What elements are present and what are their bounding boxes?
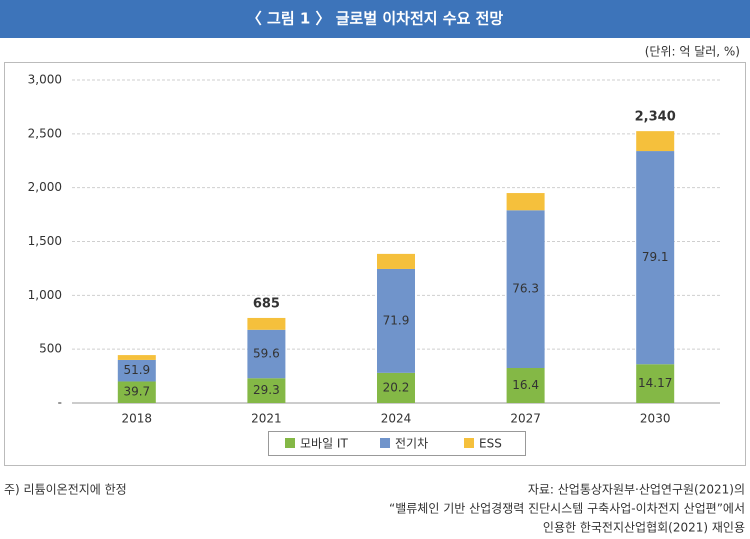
total-label: 685 [253,296,280,311]
legend-swatch [464,438,474,448]
footnote: 주) 리튬이온전지에 한정 [4,483,127,497]
legend-swatch [285,438,295,448]
segment-label: 51.9 [123,363,150,377]
y-tick-label: - [58,396,62,410]
segment-label: 20.2 [383,380,410,394]
bar-segment [636,151,675,365]
bar-segment [636,364,675,403]
y-tick-label: 1,500 [28,234,62,248]
y-tick-label: 1,000 [28,288,62,302]
bar-segment [506,210,545,369]
segment-label: 39.7 [123,385,150,399]
unit-note: (단위: 억 달러, %) [645,45,740,59]
legend-label: 모바일 IT [300,437,348,451]
x-tick-label: 2024 [381,412,412,426]
header-title: 〈 그림 1 〉 글로벌 이차전지 수요 전망 [247,10,504,28]
legend-swatch [380,438,390,448]
bar-segment [506,193,545,211]
bar-segment [247,329,286,379]
x-tick-label: 2027 [510,412,541,426]
bar-segment [636,131,675,152]
y-tick-label: 500 [39,342,62,356]
bar-segment [247,317,286,330]
bar-segment [377,372,415,403]
segment-label: 59.6 [253,347,280,361]
segment-label: 79.1 [642,250,669,264]
header-bar [0,0,750,38]
x-tick-label: 2018 [122,412,153,426]
y-tick-label: 2,000 [28,180,62,194]
x-tick-label: 2021 [251,412,282,426]
legend-label: ESS [479,437,502,451]
source-line: 자료: 산업통상자원부·산업연구원(2021)의 [528,483,745,497]
bar-segment [117,359,156,382]
segment-label: 71.9 [383,313,410,327]
segment-label: 16.4 [512,378,539,392]
x-tick-label: 2030 [640,412,671,426]
legend-label: 전기차 [395,437,428,451]
bar-segment [377,268,415,373]
bar-segment [117,381,156,403]
y-tick-label: 2,500 [28,126,62,140]
source-line: “밸류체인 기반 산업경쟁력 진단시스템 구축사업-이차전지 산업편”에서 [389,502,745,516]
source-line: 인용한 한국전지산업협회(2021) 재인용 [543,521,745,535]
bar-segment [506,368,545,403]
segment-label: 14.17 [638,376,672,390]
segment-label: 29.3 [253,383,280,397]
bar-segment [247,378,286,403]
segment-label: 76.3 [512,282,539,296]
y-tick-label: 3,000 [28,73,62,87]
bar-segment [377,253,415,269]
total-label: 2,340 [635,110,676,125]
bar-segment [117,355,156,360]
legend-box [268,431,526,456]
chart-frame [4,62,746,466]
